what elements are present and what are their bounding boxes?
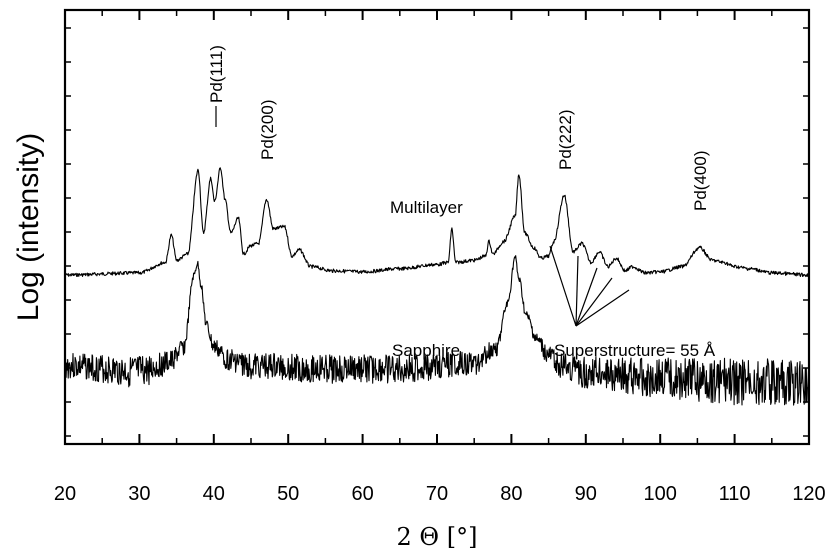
annotation-superstructure: Superstructure= 55 Å: [554, 341, 716, 360]
x-tick-label: 80: [500, 483, 522, 505]
legend-label-sapphire: Sapphire: [392, 341, 460, 360]
annotation-pd200: Pd(200): [258, 100, 277, 160]
x-tick-label: 20: [54, 483, 76, 505]
x-tick-label: 120: [792, 483, 825, 505]
x-tick-label: 30: [128, 483, 150, 505]
annotation-pd111: Pd(111): [207, 45, 226, 103]
fan-line: [575, 267, 598, 327]
fan-line: [575, 255, 579, 327]
superstructure-fan: [549, 245, 630, 327]
tick-label-group: 20 30 40 50 60 70 80 90 100 110 120: [54, 483, 826, 505]
x-tick-label: 90: [575, 483, 597, 505]
fan-line: [575, 277, 613, 327]
series-multilayer-line: [64, 167, 810, 278]
x-tick-label: 60: [351, 483, 373, 505]
x-tick-label: 40: [203, 483, 225, 505]
fan-line: [575, 289, 630, 327]
x-axis-label: 2 Θ [°]: [397, 523, 478, 551]
trace-group: [64, 167, 810, 406]
x-tick-label: 100: [644, 483, 677, 505]
fan-line: [549, 245, 577, 327]
x-tick-label: 50: [277, 483, 299, 505]
x-tick-label: 110: [719, 483, 751, 505]
x-tick-label: 70: [426, 483, 448, 505]
annotation-pd400: Pd(400): [691, 151, 710, 211]
legend-label-multilayer: Multilayer: [390, 198, 463, 217]
y-axis-label: Log (intensity): [12, 133, 45, 321]
annotation-pd222: Pd(222): [556, 110, 575, 170]
tick-group: [64, 10, 810, 444]
series-sapphire-line: [64, 255, 810, 406]
